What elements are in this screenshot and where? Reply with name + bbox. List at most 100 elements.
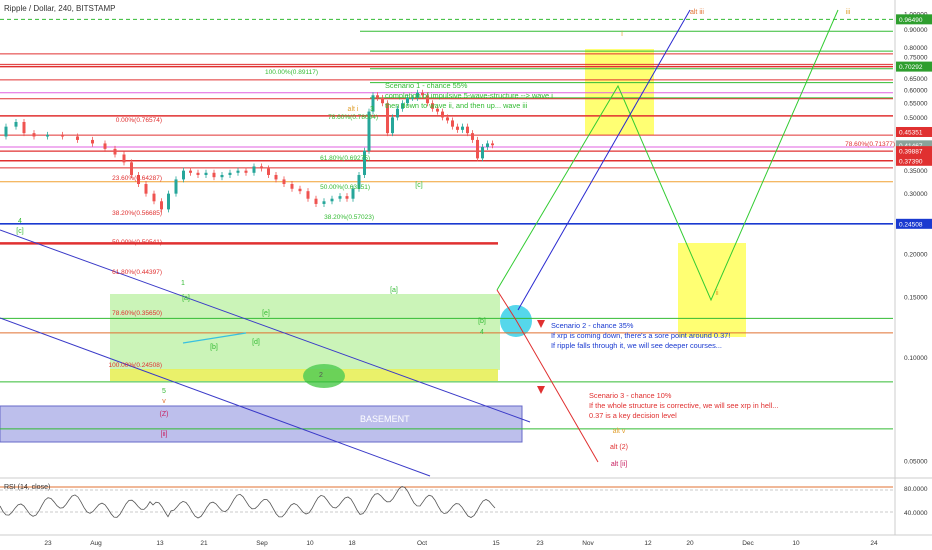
fib-label: 50.00%(0.50541) — [112, 239, 162, 246]
candle-body — [376, 95, 379, 98]
candle-body — [451, 120, 454, 127]
candle-body — [236, 170, 240, 173]
candle-body — [391, 117, 394, 134]
annotation-text: Scenario 1 - chance 55% — [385, 81, 468, 90]
price-tick-label: 0.35000 — [904, 168, 928, 175]
wave-label: [a] — [390, 287, 398, 294]
time-tick-label: 21 — [200, 540, 208, 547]
candle-body — [144, 184, 148, 194]
candle-body — [137, 174, 140, 185]
time-tick-label: 24 — [870, 540, 878, 547]
candle-body — [152, 193, 156, 202]
price-badge — [896, 61, 932, 72]
price-badge — [896, 155, 932, 166]
basement-zone — [0, 405, 523, 443]
candle-body — [204, 172, 208, 175]
wave-label: [c] — [415, 182, 422, 189]
annotation-text: Scenario 2 - chance 35% — [551, 321, 634, 330]
wave-label: iii — [846, 9, 851, 16]
annotation-text: 0.37 is a key decision level — [589, 411, 677, 420]
candle-body — [386, 103, 389, 134]
down-arrow — [537, 386, 545, 394]
candle-body — [426, 95, 429, 104]
fib-label: 100.00%(0.24508) — [109, 362, 163, 369]
candle-body — [367, 111, 371, 151]
annotation-text: completion of impulsive 5-wave-structure… — [385, 91, 553, 100]
price-badge-label: 0.37390 — [899, 158, 923, 165]
wave-label: [d] — [252, 339, 260, 346]
rsi-tick-label: 40.0000 — [904, 510, 928, 517]
candle-body — [471, 133, 474, 140]
candle-body — [32, 133, 36, 137]
price-badge — [896, 14, 932, 25]
candle-body — [61, 134, 64, 137]
price-badge-label: 0.24508 — [899, 221, 923, 228]
candle-body — [446, 117, 449, 121]
candle-body — [130, 162, 133, 175]
candle-body — [466, 126, 469, 134]
wave-label: [b] — [478, 318, 486, 325]
candle-body — [406, 97, 409, 104]
price-badge — [896, 218, 932, 229]
candle-body — [371, 95, 375, 112]
candle-body — [396, 108, 399, 118]
chart-title: Ripple / Dollar, 240, BITSTAMP — [4, 4, 116, 13]
trendline-upper — [0, 229, 531, 423]
price-badge-label: 0.96490 — [899, 17, 923, 24]
price-badge-label: 0.45351 — [899, 129, 923, 136]
price-tick-label: 0.65000 — [904, 76, 928, 83]
fib-label: 38.20%(0.56685) — [112, 210, 162, 217]
candle-body — [381, 97, 384, 104]
candle-body — [267, 168, 270, 175]
wave-label: [c] — [16, 228, 23, 235]
time-tick-label: 18 — [348, 540, 356, 547]
fib-label: 23.60%(0.64287) — [112, 175, 162, 182]
wave-label: i — [621, 31, 623, 38]
candle-body — [298, 188, 302, 192]
price-tick-label: 0.05000 — [904, 459, 928, 466]
price-tick-label: 0.50000 — [904, 115, 928, 122]
candle-body — [421, 92, 424, 96]
candle-body — [174, 179, 178, 194]
candle-body — [411, 97, 414, 99]
annotation-text: If xrp is coming down, there's a sore po… — [551, 331, 730, 340]
time-tick-label: 13 — [156, 540, 164, 547]
candle-body — [196, 172, 200, 175]
time-tick-label: 12 — [644, 540, 652, 547]
candle-body — [416, 92, 419, 98]
price-tick-label: 0.20000 — [904, 252, 928, 259]
candle-body — [103, 143, 107, 149]
candle-body — [401, 103, 404, 109]
price-tick-label: 0.75000 — [904, 54, 928, 61]
candle-body — [351, 188, 355, 199]
time-tick-label: Sep — [256, 540, 268, 547]
candle-body — [14, 121, 18, 127]
time-tick-label: Dec — [742, 540, 754, 547]
price-tick-label: 0.55000 — [904, 101, 928, 108]
candle-body — [182, 170, 185, 180]
candle-body — [486, 143, 489, 148]
wave-label: 1 — [181, 280, 185, 287]
wave-label: 3 — [370, 106, 374, 113]
candle-body — [330, 198, 334, 202]
projection-scenario-2 — [517, 9, 691, 311]
candle-body — [244, 170, 248, 173]
blue-connector — [182, 332, 247, 344]
support-zone — [110, 294, 500, 370]
fib-label: 0.00%(0.76574) — [116, 117, 162, 124]
time-tick-label: 23 — [44, 540, 52, 547]
wave-label: ii — [715, 290, 719, 297]
candle-body — [306, 191, 310, 199]
wave-label: [ii] — [161, 431, 168, 438]
candle-body — [290, 184, 294, 189]
price-badge — [896, 146, 932, 157]
down-arrow — [537, 320, 545, 328]
wave-label: alt iii — [690, 9, 704, 16]
price-tick-label: 0.30000 — [904, 191, 928, 198]
fib-label: 50.00%(0.63151) — [320, 184, 370, 191]
candle-body — [22, 121, 26, 134]
wave-label: 4 — [18, 218, 22, 225]
fib-label: 61.80%(0.69275) — [320, 155, 370, 162]
candle-body — [91, 139, 94, 144]
price-badge — [896, 126, 932, 137]
